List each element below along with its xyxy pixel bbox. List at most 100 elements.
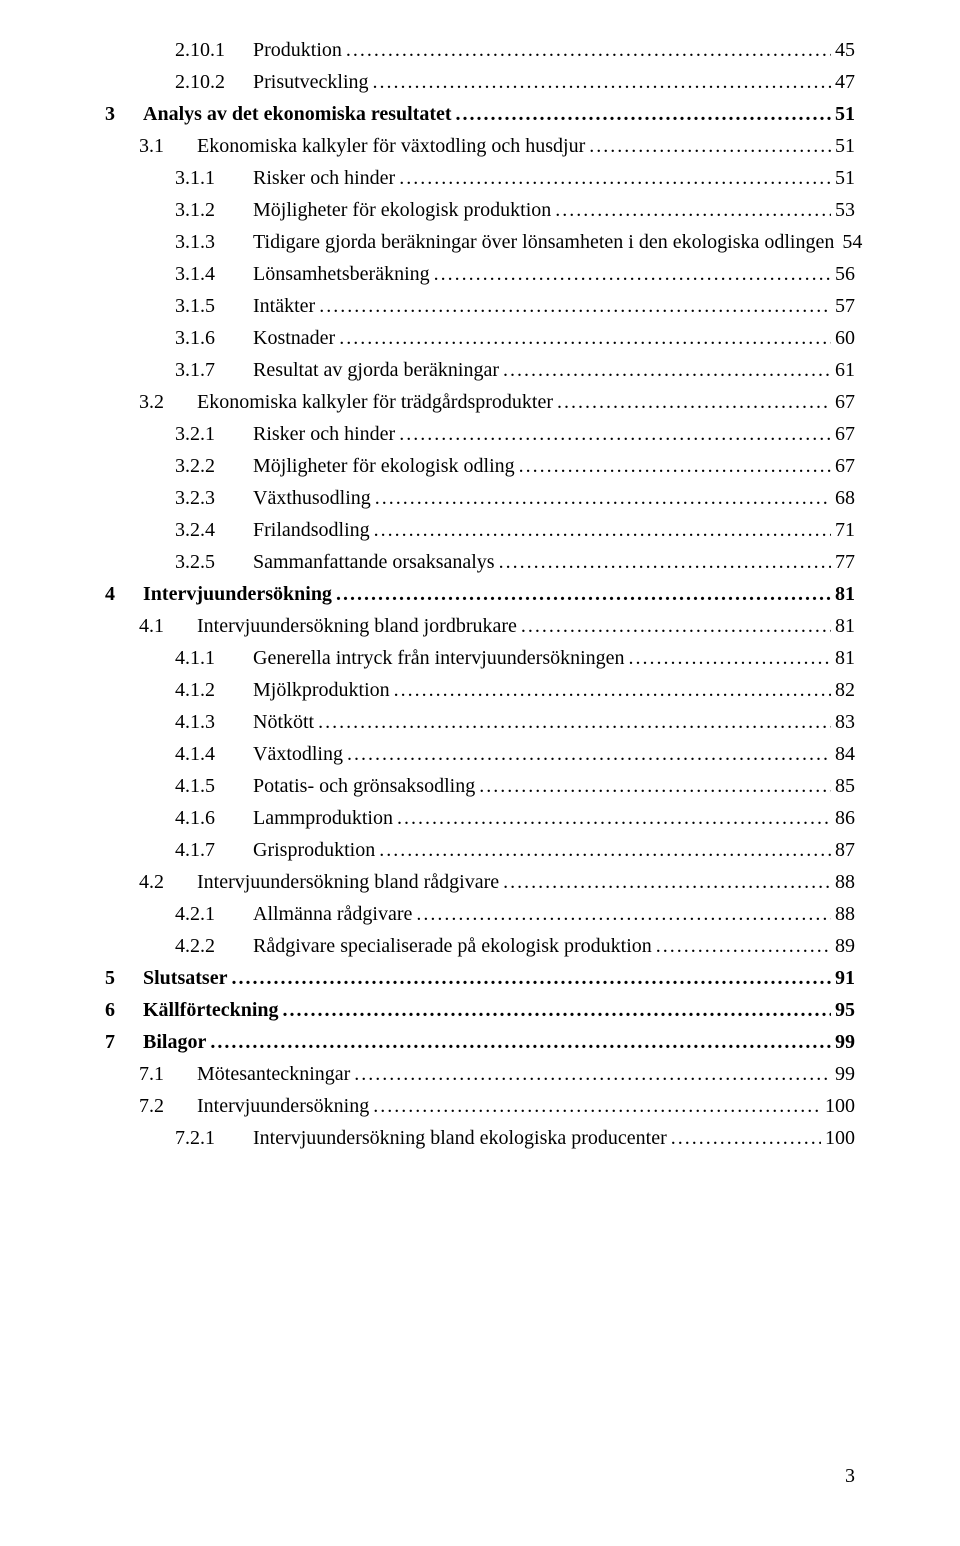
toc-entry: 3.2Ekonomiska kalkyler för trädgårdsprod…	[139, 392, 855, 412]
toc-leader-dots	[503, 872, 831, 892]
toc-entry-page: 83	[835, 712, 855, 732]
toc-entry-page: 51	[835, 104, 855, 124]
toc-entry: 3.2.4Frilandsodling71	[175, 520, 855, 540]
toc-entry-number: 7.2.1	[175, 1128, 253, 1148]
toc-leader-dots	[375, 488, 831, 508]
toc-leader-dots	[354, 1064, 831, 1084]
toc-entry-number: 3.1.4	[175, 264, 253, 284]
toc-leader-dots	[656, 936, 831, 956]
toc-entry-page: 87	[835, 840, 855, 860]
toc-entry: 3.1.2Möjligheter för ekologisk produktio…	[175, 200, 855, 220]
toc-entry-number: 3.2.4	[175, 520, 253, 540]
toc-entry: 3.2.5Sammanfattande orsaksanalys77	[175, 552, 855, 572]
toc-entry-page: 67	[835, 456, 855, 476]
toc-entry-number: 4.2.1	[175, 904, 253, 924]
toc-entry-page: 88	[835, 872, 855, 892]
toc-entry-number: 4.1	[139, 616, 197, 636]
toc-leader-dots	[416, 904, 831, 924]
toc-leader-dots	[479, 776, 831, 796]
toc-leader-dots	[336, 584, 831, 604]
toc-leader-dots	[521, 616, 831, 636]
table-of-contents: 2.10.1Produktion452.10.2Prisutveckling47…	[105, 40, 855, 1148]
toc-entry-label: Mjölkproduktion	[253, 680, 390, 700]
toc-entry: 4.1.4Växtodling84	[175, 744, 855, 764]
toc-entry-label: Grisproduktion	[253, 840, 375, 860]
toc-entry-label: Risker och hinder	[253, 168, 395, 188]
toc-entry-label: Sammanfattande orsaksanalys	[253, 552, 495, 572]
toc-entry-number: 3.2.5	[175, 552, 253, 572]
toc-entry-number: 3.1.1	[175, 168, 253, 188]
toc-entry: 7.1Mötesanteckningar99	[139, 1064, 855, 1084]
toc-entry: 4.1.7Grisproduktion 87	[175, 840, 855, 860]
toc-entry-number: 2.10.1	[175, 40, 253, 60]
toc-entry-number: 2.10.2	[175, 72, 253, 92]
toc-entry-page: 51	[835, 136, 855, 156]
toc-entry: 3.1.7Resultat av gjorda beräkningar61	[175, 360, 855, 380]
toc-entry-number: 5	[105, 968, 143, 988]
page-number: 3	[845, 1465, 855, 1488]
toc-leader-dots	[519, 456, 831, 476]
toc-entry-label: Intervjuundersökning	[143, 584, 332, 604]
toc-entry-number: 4.1.7	[175, 840, 253, 860]
toc-entry: 3.1.6Kostnader60	[175, 328, 855, 348]
toc-entry: 4.2.1Allmänna rådgivare 88	[175, 904, 855, 924]
toc-entry: 4.1.1Generella intryck från intervjuunde…	[175, 648, 855, 668]
toc-entry-number: 3.2	[139, 392, 197, 412]
toc-entry: 3.1.5Intäkter57	[175, 296, 855, 316]
toc-entry-label: Intervjuundersökning bland jordbrukare	[197, 616, 517, 636]
toc-entry: 3.2.2Möjligheter för ekologisk odling67	[175, 456, 855, 476]
toc-entry: 4.1.5Potatis- och grönsaksodling85	[175, 776, 855, 796]
toc-entry-page: 45	[835, 40, 855, 60]
toc-entry-number: 6	[105, 1000, 143, 1020]
toc-entry-page: 84	[835, 744, 855, 764]
toc-entry-label: Växthusodling	[253, 488, 371, 508]
toc-entry-page: 91	[835, 968, 855, 988]
toc-leader-dots	[434, 264, 831, 284]
toc-leader-dots	[394, 680, 831, 700]
toc-entry-label: Allmänna rådgivare	[253, 904, 412, 924]
toc-entry: 3.2.1Risker och hinder67	[175, 424, 855, 444]
toc-entry-page: 68	[835, 488, 855, 508]
toc-entry: 4Intervjuundersökning 81	[105, 584, 855, 604]
toc-entry: 7.2Intervjuundersökning100	[139, 1096, 855, 1116]
toc-entry-number: 3.2.3	[175, 488, 253, 508]
toc-entry-label: Lönsamhetsberäkning	[253, 264, 430, 284]
toc-leader-dots	[589, 136, 831, 156]
toc-entry-page: 60	[835, 328, 855, 348]
toc-entry-number: 7	[105, 1032, 143, 1052]
toc-entry: 6Källförteckning95	[105, 1000, 855, 1020]
toc-leader-dots	[456, 104, 831, 124]
toc-entry-number: 3.1.7	[175, 360, 253, 380]
toc-leader-dots	[373, 72, 831, 92]
toc-entry: 7.2.1Intervjuundersökning bland ekologis…	[175, 1128, 855, 1148]
toc-entry-page: 51	[835, 168, 855, 188]
toc-entry-page: 81	[835, 584, 855, 604]
toc-entry-page: 89	[835, 936, 855, 956]
toc-entry-label: Källförteckning	[143, 1000, 279, 1020]
toc-entry: 3Analys av det ekonomiska resultatet51	[105, 104, 855, 124]
toc-entry: 4.1.6Lammproduktion86	[175, 808, 855, 828]
toc-entry: 4.1.2Mjölkproduktion82	[175, 680, 855, 700]
toc-entry-label: Rådgivare specialiserade på ekologisk pr…	[253, 936, 652, 956]
toc-entry-label: Tidigare gjorda beräkningar över lönsamh…	[253, 232, 834, 252]
toc-entry: 4.2.2Rådgivare specialiserade på ekologi…	[175, 936, 855, 956]
toc-entry-label: Intervjuundersökning bland ekologiska pr…	[253, 1128, 667, 1148]
toc-entry-number: 7.1	[139, 1064, 197, 1084]
toc-leader-dots	[499, 552, 831, 572]
toc-entry-label: Intervjuundersökning	[197, 1096, 369, 1116]
toc-entry-label: Kostnader	[253, 328, 335, 348]
toc-entry-label: Produktion	[253, 40, 342, 60]
toc-leader-dots	[671, 1128, 821, 1148]
toc-entry-number: 4.1.5	[175, 776, 253, 796]
toc-entry-page: 88	[835, 904, 855, 924]
toc-entry-label: Möjligheter för ekologisk odling	[253, 456, 515, 476]
toc-entry-label: Ekonomiska kalkyler för växtodling och h…	[197, 136, 585, 156]
toc-entry-page: 56	[835, 264, 855, 284]
toc-entry-label: Växtodling	[253, 744, 343, 764]
toc-leader-dots	[555, 200, 831, 220]
toc-entry: 3.1.4Lönsamhetsberäkning 56	[175, 264, 855, 284]
toc-entry-number: 4	[105, 584, 143, 604]
toc-entry-number: 3	[105, 104, 143, 124]
toc-entry-label: Frilandsodling	[253, 520, 370, 540]
toc-entry-label: Slutsatser	[143, 968, 227, 988]
